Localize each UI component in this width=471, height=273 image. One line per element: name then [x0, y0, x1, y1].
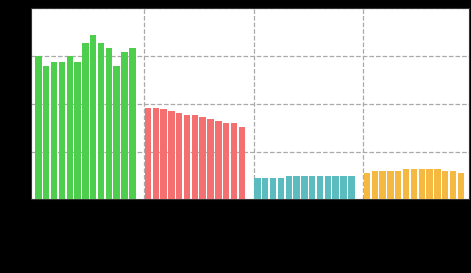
Bar — [184, 115, 190, 199]
Bar — [333, 176, 339, 199]
Bar — [411, 169, 417, 199]
Bar — [364, 173, 370, 199]
Bar — [270, 178, 276, 199]
Bar — [348, 176, 355, 199]
Bar — [403, 169, 409, 199]
Bar — [51, 62, 57, 199]
Bar — [317, 176, 323, 199]
Bar — [90, 35, 97, 199]
Bar — [340, 176, 347, 199]
Bar — [207, 119, 214, 199]
Bar — [309, 176, 316, 199]
Bar — [106, 48, 112, 199]
Bar — [254, 178, 260, 199]
Bar — [419, 169, 425, 199]
Bar — [285, 176, 292, 199]
Bar — [262, 178, 268, 199]
Bar — [82, 43, 89, 199]
Bar — [380, 171, 386, 199]
Bar — [59, 62, 65, 199]
Bar — [176, 113, 182, 199]
Bar — [450, 171, 456, 199]
Bar — [114, 66, 120, 199]
Bar — [153, 108, 159, 199]
Bar — [223, 123, 229, 199]
Bar — [278, 178, 284, 199]
Bar — [43, 66, 49, 199]
Bar — [192, 115, 198, 199]
Bar — [387, 171, 394, 199]
Bar — [35, 56, 41, 199]
Bar — [215, 121, 221, 199]
Bar — [66, 56, 73, 199]
Bar — [145, 108, 151, 199]
Bar — [129, 48, 136, 199]
Bar — [325, 176, 331, 199]
Bar — [293, 176, 300, 199]
Bar — [458, 173, 464, 199]
Bar — [121, 52, 128, 199]
Bar — [168, 111, 175, 199]
Bar — [442, 171, 448, 199]
Bar — [301, 176, 308, 199]
Bar — [426, 169, 433, 199]
Bar — [239, 127, 245, 199]
Bar — [231, 123, 237, 199]
Bar — [395, 171, 401, 199]
Bar — [372, 171, 378, 199]
Bar — [161, 109, 167, 199]
Bar — [98, 43, 104, 199]
Bar — [74, 62, 81, 199]
Bar — [200, 117, 206, 199]
Bar — [434, 169, 440, 199]
